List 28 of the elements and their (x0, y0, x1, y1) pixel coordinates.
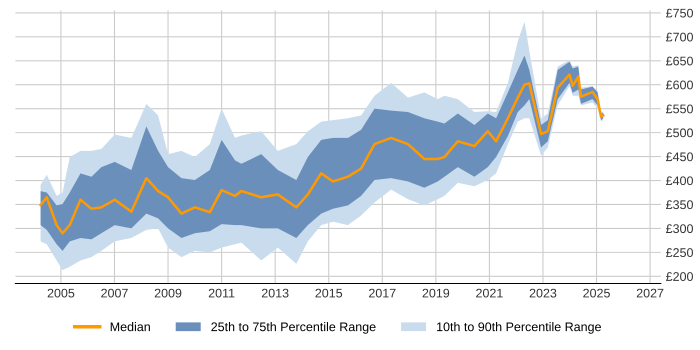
x-tick-label: 2017 (369, 288, 396, 298)
x-tick-label: 2007 (101, 288, 128, 298)
x-tick-label: 2019 (422, 288, 450, 298)
y-tick-label: £550 (666, 104, 693, 114)
legend-label: 10th to 90th Percentile Range (437, 322, 601, 334)
x-tick-label: 2011 (208, 288, 234, 298)
x-tick-label: 2025 (583, 288, 610, 298)
legend-label: 25th to 75th Percentile Range (211, 322, 376, 334)
line-series (39, 73, 604, 234)
y-tick-label: £700 (666, 32, 693, 42)
y-tick-label: £750 (666, 8, 693, 18)
y-tick-label: £250 (666, 248, 693, 258)
y-tick-label: £450 (666, 152, 693, 162)
x-tick-label: 2023 (530, 288, 556, 298)
x-tick-label: 2027 (636, 288, 664, 298)
y-tick-label: £500 (666, 128, 693, 138)
y-tick-label: £650 (666, 56, 693, 66)
y-tick-label: £350 (666, 200, 693, 210)
x-tick-label: 2013 (262, 288, 289, 298)
legend-label: Median (110, 322, 150, 332)
x-tick-label: 2009 (154, 288, 182, 298)
x-tick-label: 2021 (476, 288, 503, 298)
y-tick-label: £400 (666, 176, 693, 186)
y-tick-label: £200 (666, 272, 693, 281)
y-tick-label: £300 (666, 224, 693, 234)
y-tick-label: £600 (666, 80, 693, 90)
x-tick-label: 2015 (315, 288, 342, 298)
x-tick-label: 2005 (48, 288, 74, 298)
